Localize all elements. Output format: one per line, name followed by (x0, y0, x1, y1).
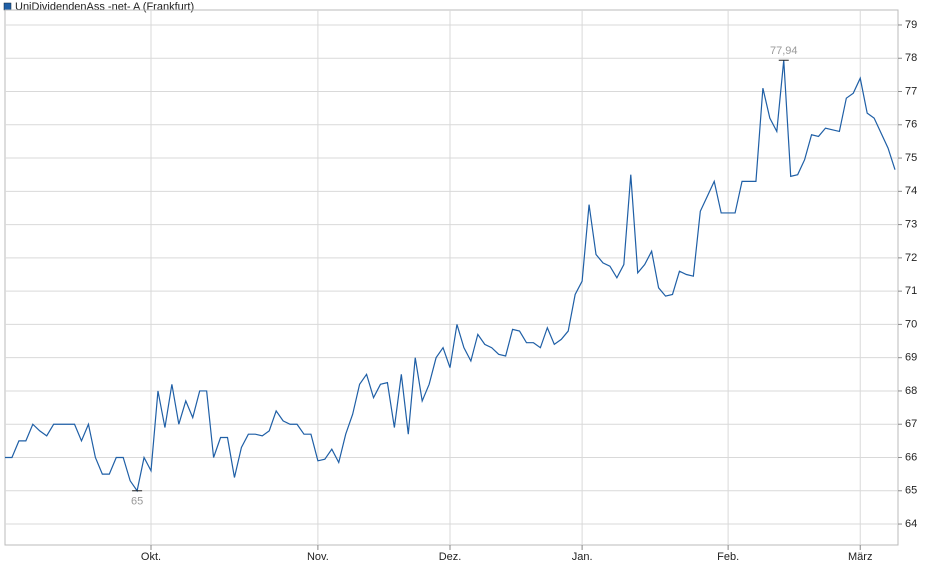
y-tick-label: 67 (905, 418, 917, 430)
y-tick-label: 71 (905, 285, 917, 297)
legend-label: UniDividendenAss -net- A (Frankfurt) (15, 1, 194, 13)
y-tick-label: 72 (905, 252, 917, 264)
y-tick-label: 64 (905, 518, 917, 530)
y-tick-label: 75 (905, 152, 917, 164)
y-tick-label: 69 (905, 352, 917, 364)
x-tick-label: Dez. (439, 551, 462, 563)
y-tick-label: 77 (905, 85, 917, 97)
price-line (5, 60, 896, 493)
y-tick-label: 68 (905, 385, 917, 397)
x-tick-label: Feb. (717, 551, 739, 563)
y-tick-label: 79 (905, 19, 917, 31)
y-tick-label: 76 (905, 119, 917, 131)
y-tick-label: 66 (905, 451, 917, 463)
value-label: 77,94 (770, 45, 798, 57)
y-tick-label: 65 (905, 485, 917, 497)
y-tick-label: 70 (905, 318, 917, 330)
y-tick-label: 78 (905, 52, 917, 64)
x-tick-label: Jan. (572, 551, 593, 563)
y-tick-label: 73 (905, 219, 917, 231)
x-tick-label: Okt. (141, 551, 161, 563)
y-tick-label: 74 (905, 185, 917, 197)
legend-swatch (3, 2, 12, 11)
x-tick-label: Nov. (307, 551, 329, 563)
value-label: 65 (131, 496, 143, 508)
plot-frame (4, 9, 899, 546)
x-tick-label: März (848, 551, 872, 563)
